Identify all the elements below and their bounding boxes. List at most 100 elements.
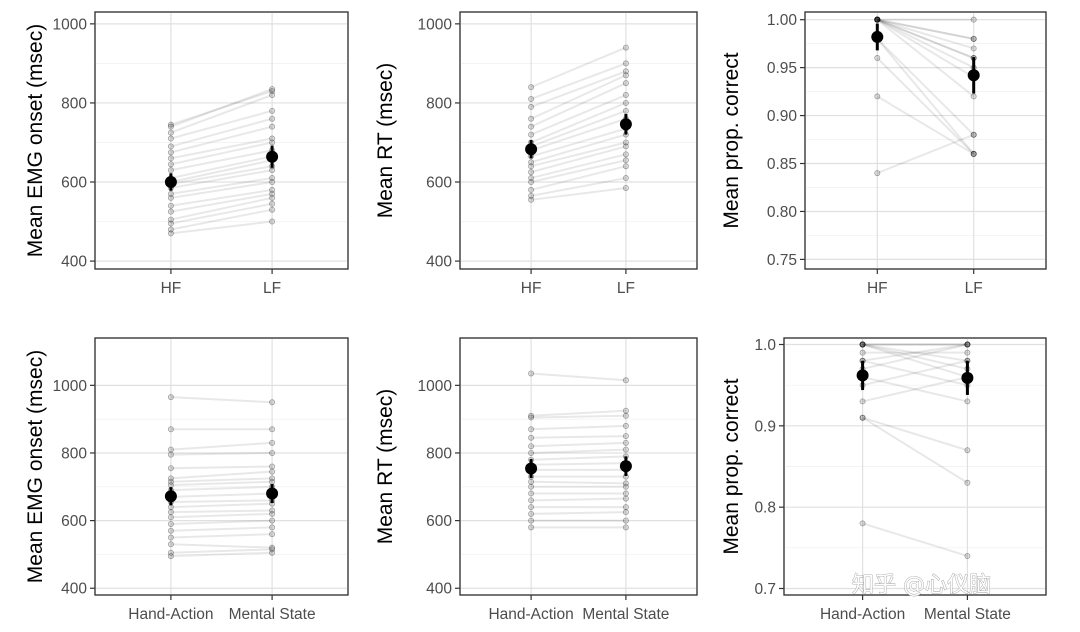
panel-background [94,337,349,596]
subject-line [170,492,273,498]
subject-point [859,341,866,348]
y-tick-label: 600 [61,175,87,192]
subject-point [622,143,629,150]
subject-point [167,155,174,162]
subject-line [530,153,627,180]
x-tick-label: Hand-Action [820,606,905,623]
subject-line [170,155,273,180]
subject-point [528,370,535,377]
subject-point [528,504,535,511]
subject-line [170,177,273,195]
subject-point [528,123,535,130]
panel-background [459,337,698,596]
subject-line [170,159,273,183]
subject-point [859,349,866,356]
subject-point [269,510,276,517]
subject-line [170,196,273,221]
subject-point [528,169,535,176]
subject-point [622,175,629,182]
subject-line [170,88,273,128]
subject-point [167,161,174,168]
subject-point [874,170,881,177]
y-tick-label: 1.0 [754,337,776,354]
subject-point [622,422,629,429]
mean-point [266,487,279,500]
subject-line [876,18,975,79]
y-tick-label: 0.8 [754,500,776,517]
subject-point [622,504,629,511]
subject-line [170,220,273,235]
mean-point [967,69,980,82]
subject-line [862,522,968,557]
subject-point [970,150,977,157]
y-tick-label: 0.7 [754,581,776,598]
subject-line [531,435,626,439]
subject-line [170,202,273,225]
subject-point [970,150,977,157]
y-tick-label: 0.80 [767,204,798,221]
y-tick-label: 800 [426,95,452,112]
subject-point [528,192,535,199]
watermark-text: 知乎 @心仪脑 [852,573,991,598]
subject-point [622,44,629,51]
subject-point [528,414,535,421]
subject-point [269,475,276,482]
y-tick-label: 1000 [418,16,453,33]
subject-point [167,220,174,227]
subject-point [167,475,174,482]
subject-point [528,115,535,122]
y-tick-label: 600 [426,175,452,192]
subject-point [167,230,174,237]
subject-line [170,125,273,154]
x-tick-label: Mental State [924,606,1011,623]
subject-point [167,149,174,156]
subject-point [167,226,174,233]
subject-point [622,495,629,502]
subject-line [876,18,975,69]
subject-line [862,416,968,484]
subject-point [167,123,174,130]
subject-line [876,95,975,155]
subject-line [170,485,273,492]
subject-point [622,68,629,75]
subject-line [530,159,627,183]
subject-point [269,449,276,456]
subject-point [167,426,174,433]
subject-point [269,135,276,142]
subject-line [170,470,273,480]
subject-line [531,414,626,419]
subject-point [622,92,629,99]
subject-point [964,341,971,348]
subject-point [970,150,977,157]
subject-line [170,90,273,126]
subject-point [528,426,535,433]
subject-point [622,151,629,158]
subject-point [167,216,174,223]
subject-point [269,206,276,213]
subject-point [167,520,174,527]
mean-point [856,369,869,382]
subject-point [167,446,174,453]
panel-background [804,11,1047,270]
subject-line [170,451,273,456]
y-tick-label: 1000 [53,378,88,395]
subject-point [874,16,881,23]
subject-point [167,143,174,150]
subject-line [877,18,974,50]
subject-point [269,524,276,531]
subject-point [528,434,535,441]
subject-point [622,80,629,87]
subject-point [622,433,629,440]
subject-point [269,179,276,186]
x-tick-label: LF [617,280,635,297]
subject-line [530,46,627,89]
subject-line [530,74,627,120]
subject-point [269,507,276,514]
subject-line [170,192,273,213]
subject-line [170,465,273,470]
subject-point [528,163,535,170]
subject-line [170,477,273,483]
subject-line [862,343,968,362]
subject-point [167,509,174,516]
